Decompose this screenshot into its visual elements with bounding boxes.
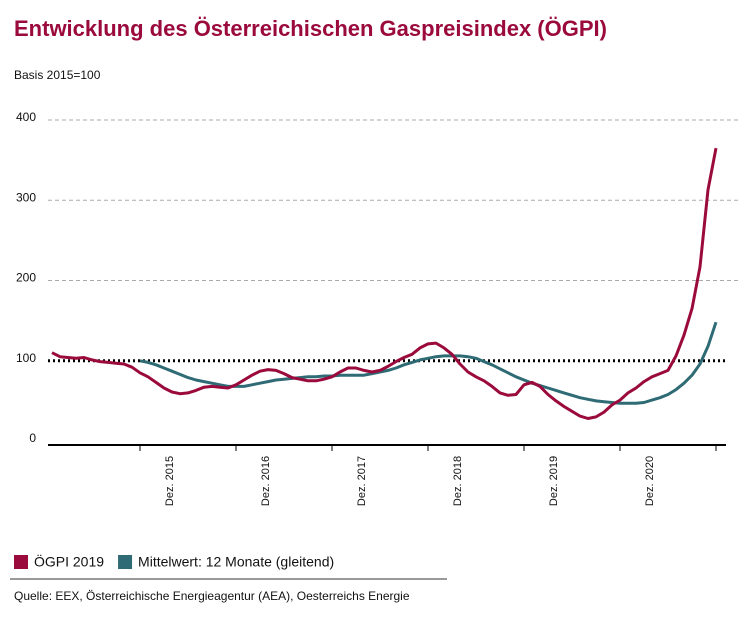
y-tick-label: 300 (16, 190, 36, 204)
legend-swatch (118, 555, 133, 569)
x-tick-label: Dez. 2020 (644, 456, 656, 506)
y-tick-label: 0 (29, 431, 36, 445)
chart-title: Entwicklung des Österreichischen Gasprei… (14, 16, 607, 41)
x-tick-label: Dez. 2019 (548, 456, 560, 506)
y-tick-label: 100 (16, 351, 36, 365)
legend-label: Mittelwert: 12 Monate (gleitend) (138, 554, 334, 570)
y-tick-label: 400 (16, 110, 36, 124)
x-tick-label: Dez. 2021 (740, 456, 741, 506)
x-tick-label: Dez. 2016 (260, 456, 272, 506)
x-tick-label: Dez. 2015 (164, 456, 176, 506)
x-tick-label: Dez. 2018 (452, 456, 464, 506)
legend-swatch (14, 555, 28, 569)
line-series (51, 147, 718, 420)
x-tick-label: Dez. 2017 (356, 456, 368, 506)
chart-subtitle: Basis 2015=100 (14, 68, 101, 82)
y-tick-label: 200 (16, 271, 36, 285)
source: Quelle: EEX, Österreichische Energieagen… (14, 589, 410, 603)
legend-label: ÖGPI 2019 (34, 553, 104, 570)
